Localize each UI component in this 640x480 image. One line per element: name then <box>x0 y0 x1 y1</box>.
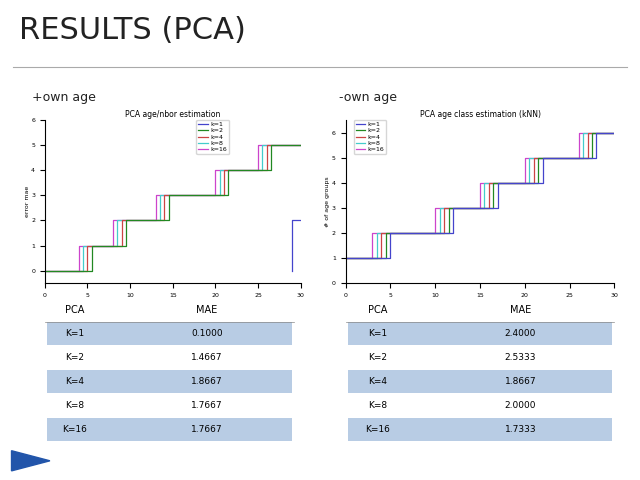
Text: +own age: +own age <box>32 91 96 104</box>
Text: PCA: PCA <box>65 305 84 314</box>
Legend: k=1, k=2, k=4, k=8, k=16: k=1, k=2, k=4, k=8, k=16 <box>354 120 387 154</box>
Text: 1.4667: 1.4667 <box>191 353 223 362</box>
Text: MAE: MAE <box>509 305 531 314</box>
Title: PCA age/nbor estimation: PCA age/nbor estimation <box>125 110 221 119</box>
Text: K=8: K=8 <box>65 401 84 410</box>
Legend: k=1, k=2, k=4, k=8, k=16: k=1, k=2, k=4, k=8, k=16 <box>196 120 228 154</box>
Text: K=8: K=8 <box>368 401 387 410</box>
Text: 1.8667: 1.8667 <box>191 377 223 386</box>
Text: 1.7667: 1.7667 <box>191 425 223 434</box>
FancyBboxPatch shape <box>348 418 612 441</box>
Text: 1.7667: 1.7667 <box>191 401 223 410</box>
FancyBboxPatch shape <box>47 418 292 441</box>
Text: 2.4000: 2.4000 <box>504 329 536 338</box>
Text: 2.0000: 2.0000 <box>504 401 536 410</box>
Text: 0.1000: 0.1000 <box>191 329 223 338</box>
Y-axis label: error mae: error mae <box>25 186 29 217</box>
FancyBboxPatch shape <box>47 323 292 345</box>
Text: K=16: K=16 <box>62 425 87 434</box>
Text: K=2: K=2 <box>369 353 387 362</box>
FancyBboxPatch shape <box>47 371 292 393</box>
Polygon shape <box>12 451 50 471</box>
Text: K=4: K=4 <box>65 377 84 386</box>
Text: RESULTS (PCA): RESULTS (PCA) <box>19 15 246 45</box>
Text: PCA: PCA <box>368 305 388 314</box>
Text: K=2: K=2 <box>65 353 84 362</box>
Text: 2.5333: 2.5333 <box>504 353 536 362</box>
Text: -own age: -own age <box>339 91 397 104</box>
Title: PCA age class estimation (kNN): PCA age class estimation (kNN) <box>419 110 541 119</box>
FancyBboxPatch shape <box>348 371 612 393</box>
Text: MAE: MAE <box>196 305 218 314</box>
FancyBboxPatch shape <box>348 323 612 345</box>
Text: 1.7333: 1.7333 <box>504 425 536 434</box>
Text: K=4: K=4 <box>369 377 387 386</box>
Text: K=1: K=1 <box>65 329 84 338</box>
Text: K=16: K=16 <box>365 425 390 434</box>
Y-axis label: # of age groups: # of age groups <box>326 176 330 227</box>
Text: K=1: K=1 <box>368 329 387 338</box>
Text: 1.8667: 1.8667 <box>504 377 536 386</box>
